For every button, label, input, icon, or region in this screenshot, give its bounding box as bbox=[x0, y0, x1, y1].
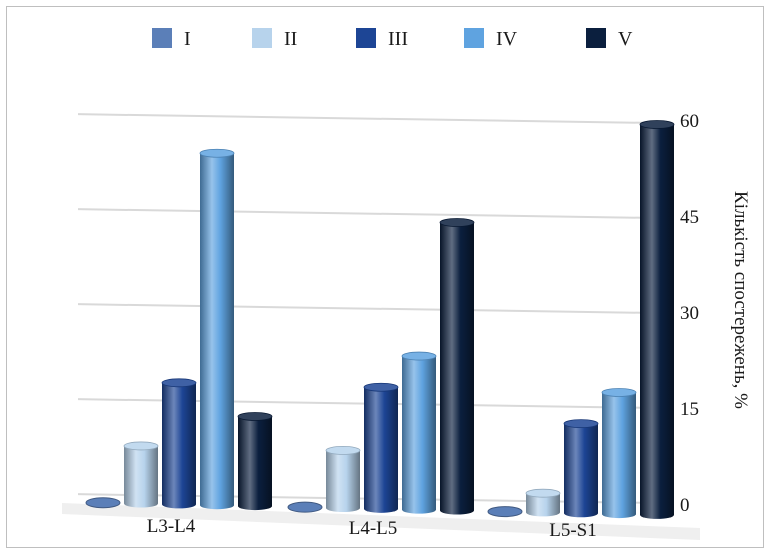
bar bbox=[401, 351, 437, 514]
floor-plane bbox=[62, 503, 700, 540]
bar-body bbox=[440, 222, 474, 515]
bar-body bbox=[162, 382, 196, 509]
bar-zero-disc bbox=[287, 501, 323, 513]
bar-zero-disc bbox=[85, 497, 121, 509]
legend-item: II bbox=[252, 28, 297, 50]
bar bbox=[563, 419, 599, 518]
gridline bbox=[77, 208, 673, 220]
x-category-label: L4-L5 bbox=[349, 518, 398, 539]
bar-top bbox=[439, 218, 475, 227]
y-tick-label: 15 bbox=[680, 399, 699, 420]
bar-body bbox=[326, 450, 360, 513]
bar-top bbox=[325, 446, 361, 455]
bar bbox=[85, 497, 121, 509]
legend-item: I bbox=[152, 28, 191, 50]
bar-top bbox=[639, 120, 675, 129]
legend-label: IV bbox=[496, 28, 518, 50]
bar bbox=[363, 382, 399, 513]
bar bbox=[325, 446, 361, 513]
bar-body bbox=[564, 423, 598, 518]
bar-body bbox=[364, 387, 398, 513]
legend-item: III bbox=[356, 28, 408, 50]
bar bbox=[639, 120, 675, 519]
x-axis-categories: L3-L4 L4-L5 L5-S1 bbox=[147, 516, 597, 541]
bar-body bbox=[402, 356, 436, 514]
legend-swatch bbox=[356, 28, 376, 48]
legend-label: II bbox=[284, 28, 297, 50]
x-category-label: L5-S1 bbox=[549, 520, 597, 541]
bar bbox=[287, 501, 323, 513]
y-tick-label: 45 bbox=[680, 207, 699, 228]
bar-top bbox=[237, 412, 273, 421]
y-tick-label: 0 bbox=[680, 495, 690, 516]
bar-body bbox=[526, 493, 560, 517]
bar-body bbox=[238, 416, 272, 511]
bar-top bbox=[563, 419, 599, 429]
bar-top bbox=[161, 378, 197, 388]
bar-top bbox=[123, 441, 159, 451]
bar bbox=[601, 388, 637, 519]
gridline bbox=[77, 303, 673, 315]
legend-label: III bbox=[388, 28, 408, 50]
bar bbox=[525, 488, 561, 517]
bar-top bbox=[601, 388, 637, 397]
bar-body bbox=[200, 153, 234, 510]
bar-top bbox=[199, 148, 235, 158]
y-tick-label: 60 bbox=[680, 111, 699, 132]
bar bbox=[487, 506, 523, 518]
bar bbox=[237, 412, 273, 511]
legend-swatch bbox=[464, 28, 484, 48]
legend-swatch bbox=[252, 28, 272, 48]
bar-top bbox=[401, 351, 437, 361]
y-tick-label: 30 bbox=[680, 303, 699, 324]
bars bbox=[85, 120, 675, 519]
y-axis-ticks: 0 15 30 45 60 bbox=[680, 111, 699, 516]
legend: I II III IV V bbox=[152, 28, 633, 50]
x-category-label: L3-L4 bbox=[147, 516, 196, 537]
bar bbox=[199, 148, 235, 510]
bar-body bbox=[602, 392, 636, 519]
legend-item: V bbox=[586, 28, 633, 50]
gridline bbox=[77, 113, 673, 125]
bar-body bbox=[640, 124, 674, 519]
bar-body bbox=[124, 445, 158, 508]
bar bbox=[123, 441, 159, 508]
y-axis-label: Кількість спостережень, % bbox=[730, 191, 751, 409]
legend-label: V bbox=[618, 28, 633, 50]
bar-top bbox=[525, 488, 561, 498]
legend-item: IV bbox=[464, 28, 518, 50]
bar-top bbox=[363, 382, 399, 392]
legend-swatch bbox=[152, 28, 172, 48]
bar bbox=[161, 378, 197, 509]
legend-label: I bbox=[184, 28, 191, 50]
legend-swatch bbox=[586, 28, 606, 48]
bar bbox=[439, 218, 475, 515]
bar-zero-disc bbox=[487, 506, 523, 518]
